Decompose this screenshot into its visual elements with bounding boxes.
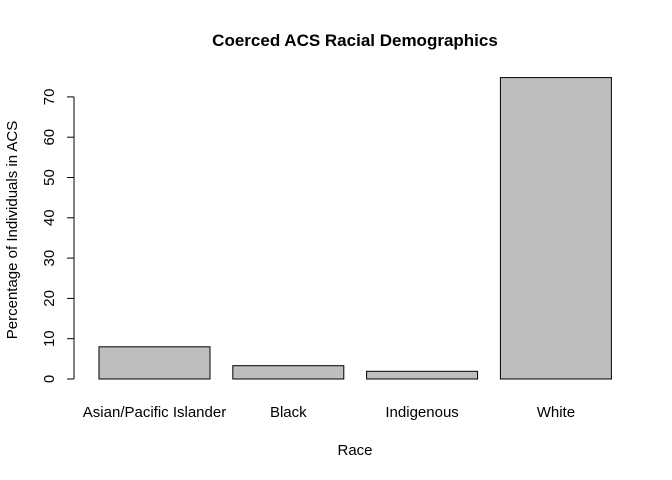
bars — [98, 77, 612, 380]
x-tick-label: White — [537, 404, 575, 421]
y-tick-label: 10 — [41, 330, 58, 347]
y-axis: 0 10 20 30 40 50 60 70 — [41, 89, 75, 383]
y-tick-label: 20 — [41, 290, 58, 307]
bar-white — [499, 77, 612, 380]
y-tick-label: 50 — [41, 169, 58, 186]
x-tick-label: Indigenous — [385, 404, 458, 421]
y-tick-label: 40 — [41, 209, 58, 226]
bar-black — [232, 365, 345, 380]
x-tick-labels: Asian/Pacific Islander Black Indigenous Whi… — [83, 404, 575, 421]
bar-asian-pacific-islander — [98, 346, 211, 380]
y-tick-label: 30 — [41, 250, 58, 267]
bar-indigenous — [366, 370, 479, 380]
x-axis-label: Race — [337, 442, 372, 459]
y-tick-label: 70 — [41, 89, 58, 106]
y-axis-label: Percentage of Individuals in ACS — [4, 121, 21, 339]
y-tick-label: 60 — [41, 129, 58, 146]
x-tick-label: Black — [270, 404, 307, 421]
y-tick-label: 0 — [41, 375, 58, 383]
x-tick-label: Asian/Pacific Islander — [83, 404, 226, 421]
chart-title: Coerced ACS Racial Demographics — [212, 31, 498, 50]
